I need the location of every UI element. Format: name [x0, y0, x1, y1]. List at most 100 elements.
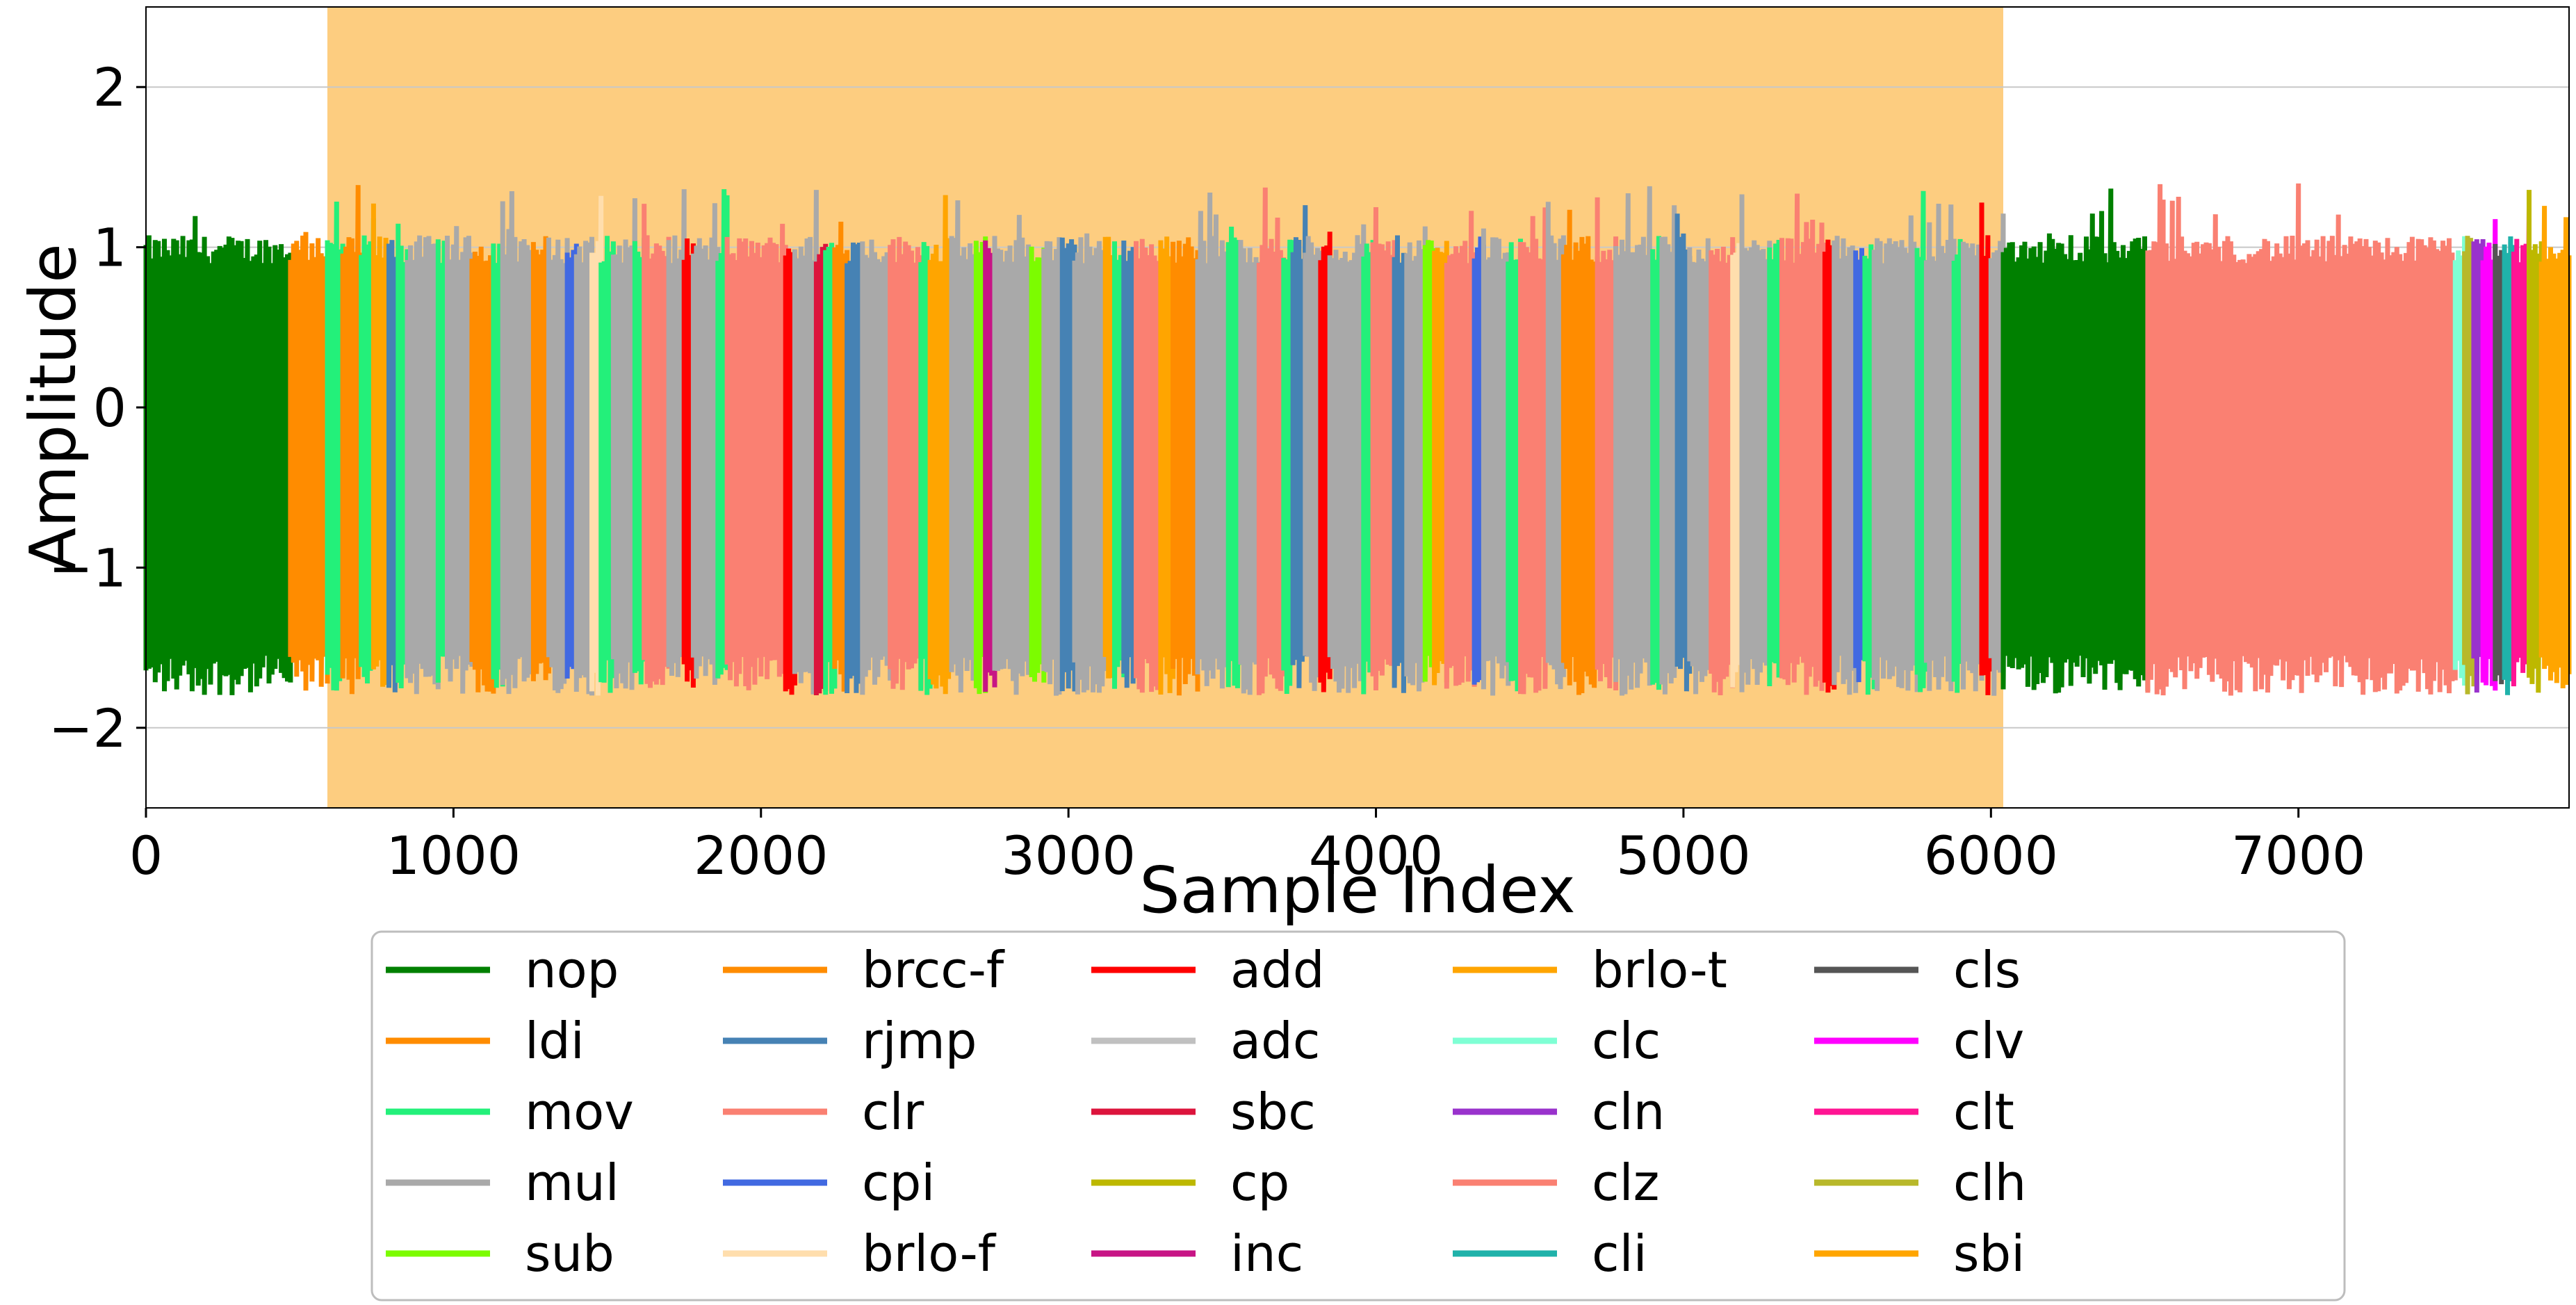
signal-segment-mul	[1404, 226, 1428, 692]
legend-item-cpi: cpi	[723, 1153, 935, 1212]
y-tick-label: 2	[93, 56, 127, 118]
signal-segment-mul	[1238, 240, 1262, 695]
x-tick-label: 0	[129, 825, 163, 886]
legend-item-clz: clz	[1453, 1153, 1659, 1212]
signal-segment-mul	[1923, 203, 1957, 692]
x-tick-label: 7000	[2231, 825, 2365, 886]
legend-label: clr	[862, 1083, 924, 1141]
signal-segment-mul	[1659, 205, 1680, 695]
legend-label: brlo-t	[1592, 941, 1727, 999]
legend-label: clt	[1953, 1083, 2014, 1141]
signal-segment-ldi	[469, 246, 496, 694]
legend-label: clv	[1953, 1012, 2024, 1070]
legend-item-clt: clt	[1814, 1083, 2014, 1141]
signal-segment-brlo-t	[370, 203, 391, 687]
legend-label: ldi	[525, 1012, 585, 1070]
signal-segment-mul	[1739, 194, 1772, 692]
signal-segment-mul	[1327, 224, 1367, 693]
signal-series	[143, 183, 2572, 696]
y-tick-label: 1	[93, 217, 127, 279]
signal-segment-clr	[1518, 207, 1551, 695]
signal-segment-mul	[666, 189, 687, 677]
signal-segment-mul	[1961, 241, 1984, 692]
signal-segment-clr	[1256, 187, 1287, 695]
x-tick-label: 2000	[694, 825, 828, 886]
legend: nop ldi mov mul sub brcc-f rjmp clr cpi brlo-f add…	[370, 930, 2346, 1302]
signal-segment-mul	[1545, 202, 1566, 690]
signal-segment-mul	[1871, 215, 1920, 692]
signal-segment-clr	[1709, 237, 1736, 696]
legend-label: cp	[1230, 1153, 1289, 1212]
x-axis-label: Sample Index	[1139, 853, 1575, 927]
signal-segment-mul	[573, 236, 594, 696]
signal-segment-brlo-t	[927, 195, 954, 695]
signal-segment-clr	[888, 236, 924, 690]
legend-label: mov	[525, 1083, 634, 1141]
legend-label: brcc-f	[862, 941, 1005, 999]
signal-segment-mov	[325, 201, 345, 691]
signal-segment-mul	[1041, 237, 1065, 696]
legend-item-rjmp: rjmp	[723, 1012, 977, 1070]
signal-segment-mul	[445, 226, 475, 694]
signal-segment-rjmp	[845, 242, 865, 694]
legend-label: cli	[1592, 1224, 1647, 1283]
legend-label: clc	[1592, 1012, 1661, 1070]
legend-item-mul: mul	[386, 1153, 619, 1212]
legend-label: adc	[1230, 1012, 1320, 1070]
legend-label: rjmp	[862, 1012, 977, 1070]
legend-label: cpi	[862, 1153, 935, 1212]
legend-label: sub	[525, 1224, 614, 1283]
signal-segment-clr	[1134, 238, 1164, 693]
legend-item-clc: clc	[1453, 1012, 1661, 1070]
legend-item-clv: clv	[1814, 1012, 2024, 1070]
signal-segment-clr	[642, 204, 671, 688]
signal-segment-clz	[2145, 183, 2458, 696]
y-axis-label: Amplitude	[16, 243, 90, 571]
signal-segment-mul	[610, 198, 637, 690]
y-tick-label: −1	[49, 537, 127, 599]
legend-item-cp: cp	[1091, 1153, 1289, 1212]
signal-segment-sbi	[2538, 206, 2572, 689]
legend-label: nop	[525, 941, 619, 999]
signal-segment-ldi	[1171, 237, 1200, 696]
signal-segment-mul	[546, 237, 570, 693]
legend-label: inc	[1230, 1224, 1303, 1283]
signal-segment-mul	[500, 191, 536, 695]
legend-item-ldi: ldi	[386, 1012, 585, 1070]
legend-item-sbc: sbc	[1091, 1083, 1316, 1141]
legend-label: add	[1230, 941, 1325, 999]
signal-segment-nop	[2000, 188, 2151, 694]
legend-item-brlo-f: brlo-f	[723, 1224, 997, 1283]
signal-segment-mul	[1481, 228, 1511, 696]
legend-item-brcc-f: brcc-f	[723, 941, 1005, 999]
x-tick-label: 5000	[1616, 825, 1750, 886]
signal-segment-clr	[1370, 206, 1397, 691]
legend-item-mov: mov	[386, 1083, 634, 1141]
signal-segment-clr	[1595, 197, 1619, 690]
signal-segment-mul	[1195, 192, 1231, 689]
legend-item-sub: sub	[386, 1224, 614, 1283]
legend-label: clz	[1592, 1153, 1659, 1212]
signal-segment-clr	[1779, 193, 1827, 695]
legend-item-add: add	[1091, 941, 1325, 999]
legend-label: sbc	[1230, 1083, 1316, 1141]
signal-segment-mul	[690, 203, 721, 686]
signal-segment-mul	[860, 239, 893, 695]
legend-label: clh	[1953, 1153, 2026, 1212]
legend-item-sbi: sbi	[1814, 1224, 2025, 1283]
legend-label: brlo-f	[862, 1224, 997, 1283]
signal-segment-ldi	[288, 232, 330, 691]
signal-segment-mul	[1303, 236, 1323, 691]
legend-box	[370, 930, 2346, 1302]
signal-segment-mul	[1072, 233, 1108, 695]
signal-segment-clr	[1444, 211, 1477, 689]
legend-label: sbi	[1953, 1224, 2025, 1283]
signal-segment-clr	[724, 223, 788, 690]
signal-segment-clt	[2511, 206, 2532, 687]
signal-segment-mul	[405, 235, 441, 695]
legend-item-inc: inc	[1091, 1224, 1303, 1283]
x-tick-label: 6000	[1924, 825, 2058, 886]
y-tick-label: 0	[93, 377, 127, 439]
y-tick-label: −2	[49, 697, 127, 759]
